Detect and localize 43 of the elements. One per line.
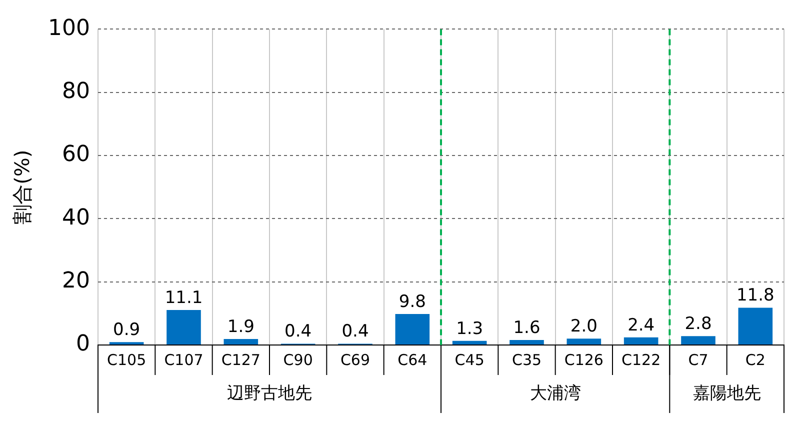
x-tick-label: C69 (340, 350, 370, 369)
text: 大浦湾 (530, 383, 581, 404)
data-label: 1.3 (456, 318, 484, 339)
x-tick-label: C64 (398, 350, 428, 369)
bar (510, 340, 544, 344)
y-tick-label: 0 (76, 332, 90, 357)
bar (224, 339, 258, 344)
data-label: 2.4 (628, 315, 655, 336)
bar (566, 338, 602, 344)
bar (738, 308, 773, 344)
data-label: 0.4 (284, 322, 312, 342)
bar (452, 340, 487, 344)
data-label: 11.8 (736, 286, 774, 306)
data-label: 0.9 (113, 320, 140, 340)
data-label: 0.4 (342, 322, 369, 342)
x-tick-label: C107 (164, 350, 204, 369)
text: 辺野古地先 (226, 383, 312, 404)
data-label: 9.8 (398, 292, 426, 312)
x-tick-label: C122 (622, 350, 661, 369)
bar (166, 310, 201, 344)
x-tick-label: C7 (688, 350, 708, 369)
x-tick-label: C45 (454, 350, 484, 369)
y-tick-label: 100 (48, 16, 90, 41)
x-tick-label: C105 (107, 350, 146, 369)
y-tick-label: 60 (62, 142, 90, 168)
data-label: 11.1 (164, 288, 203, 308)
y-tick-label: 20 (62, 268, 90, 294)
data-label: 2.8 (684, 314, 712, 334)
bar (681, 336, 716, 344)
data-label: 1.9 (227, 316, 254, 337)
x-tick-label: C127 (221, 350, 260, 369)
x-tick-label: C90 (283, 350, 313, 369)
bar (624, 337, 658, 344)
text: 嘉陽地先 (692, 383, 761, 404)
y-axis-title: 割合(%) (10, 150, 34, 224)
data-label: 1.6 (513, 318, 540, 338)
data-label: 2.0 (570, 316, 598, 337)
bar (395, 314, 430, 344)
y-tick-label: 80 (62, 79, 90, 104)
x-tick-label: C2 (745, 350, 766, 369)
y-tick-label: 40 (62, 205, 90, 230)
x-tick-label: C35 (512, 350, 542, 369)
x-tick-label: C126 (564, 350, 604, 369)
